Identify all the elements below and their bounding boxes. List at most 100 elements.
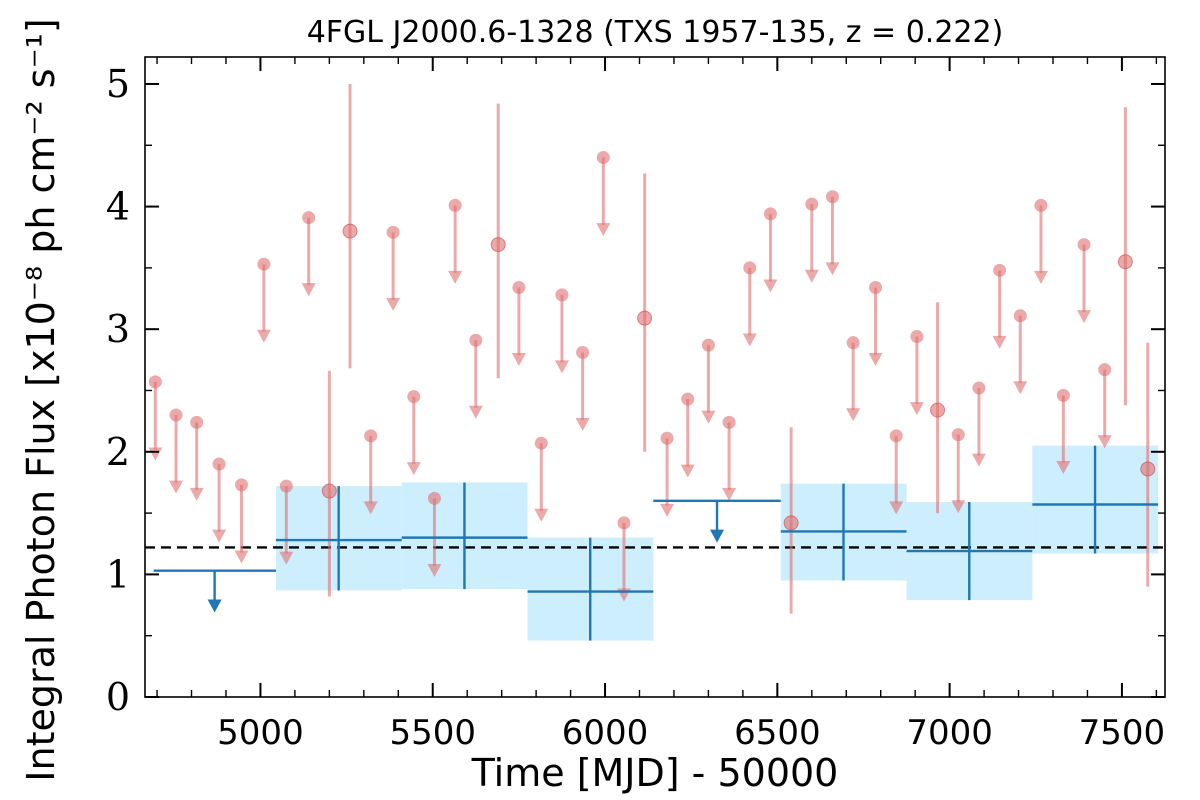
upper-limit-marker xyxy=(148,375,162,389)
upper-limit-marker xyxy=(169,408,183,422)
x-tick-label: 5000 xyxy=(217,713,304,753)
upper-limit-marker xyxy=(534,436,548,450)
upper-limit-arrow xyxy=(825,262,840,276)
upper-limit-marker xyxy=(617,516,631,530)
upper-limit-arrow xyxy=(448,270,463,284)
upper-limit-arrow xyxy=(660,503,675,517)
upper-limit-marker xyxy=(279,479,293,493)
upper-limit-arrow xyxy=(301,283,316,297)
short-bin-point xyxy=(490,237,506,253)
upper-limit-marker xyxy=(1098,363,1112,377)
short-bin-point xyxy=(637,310,653,326)
long-upper-limit-arrow xyxy=(710,529,725,543)
upper-limit-arrow xyxy=(889,501,904,515)
upper-limit-arrow xyxy=(406,462,421,476)
upper-limit-arrow xyxy=(363,501,378,515)
upper-limit-marker xyxy=(846,336,860,350)
upper-limit-arrow xyxy=(575,418,590,432)
x-tick-label: 7000 xyxy=(906,713,993,753)
upper-limit-marker xyxy=(555,288,569,302)
x-tick-label: 5500 xyxy=(389,713,476,753)
upper-limit-arrow xyxy=(511,353,526,367)
upper-limit-arrow xyxy=(701,410,716,424)
upper-limit-marker xyxy=(302,211,316,225)
upper-limit-marker xyxy=(512,280,526,294)
short-bin-point xyxy=(930,402,946,418)
upper-limit-marker xyxy=(469,333,483,347)
upper-limit-arrow xyxy=(763,279,778,293)
x-tick-label: 6000 xyxy=(562,713,649,753)
short-bin-point xyxy=(1140,461,1156,477)
upper-limit-marker xyxy=(805,197,819,211)
upper-limit-marker xyxy=(1013,309,1027,323)
upper-limit-arrow xyxy=(722,487,737,501)
upper-limit-arrow xyxy=(680,464,695,478)
upper-limit-marker xyxy=(681,392,695,406)
short-bin-point xyxy=(342,223,358,239)
upper-limit-arrow xyxy=(279,551,294,565)
upper-limit-marker xyxy=(993,263,1007,277)
upper-limit-marker xyxy=(234,478,248,492)
upper-limit-marker xyxy=(1077,238,1091,252)
upper-limit-arrow xyxy=(846,408,861,422)
short-bin-series xyxy=(148,83,1156,614)
upper-limit-marker xyxy=(386,225,400,239)
short-bin-point xyxy=(321,483,337,499)
upper-limit-arrow xyxy=(868,353,883,367)
y-tick-label: 1 xyxy=(106,552,130,596)
upper-limit-marker xyxy=(407,390,421,404)
upper-limit-arrow xyxy=(1097,435,1112,449)
upper-limit-arrow xyxy=(596,223,611,237)
upper-limit-arrow xyxy=(169,480,184,494)
upper-limit-arrow xyxy=(212,529,227,543)
plot-area xyxy=(145,83,1165,641)
y-tick-label: 3 xyxy=(106,307,130,351)
upper-limit-marker xyxy=(743,261,757,275)
long-bin-bands xyxy=(275,445,1159,641)
short-bin-point xyxy=(783,515,799,531)
x-axis-label: Time [MJD] - 50000 xyxy=(471,751,839,795)
upper-limit-marker xyxy=(596,151,610,165)
short-bin-point xyxy=(1117,254,1133,270)
upper-limit-arrow xyxy=(951,500,966,514)
upper-limit-arrow xyxy=(427,563,442,577)
upper-limit-marker xyxy=(722,415,736,429)
y-tick-labels: 0 1 2 3 4 5 xyxy=(106,62,130,719)
chart-title: 4FGL J2000.6-1328 (TXS 1957-135, z = 0.2… xyxy=(307,15,1004,50)
upper-limit-arrow xyxy=(468,405,483,419)
upper-limit-arrow xyxy=(909,402,924,416)
upper-limit-marker xyxy=(763,207,777,221)
upper-limit-marker xyxy=(701,338,715,352)
upper-limit-arrow xyxy=(554,360,569,374)
y-tick-label: 4 xyxy=(106,185,130,229)
upper-limit-marker xyxy=(364,429,378,443)
upper-limit-arrow xyxy=(1077,310,1092,324)
upper-limit-marker xyxy=(1056,388,1070,402)
upper-limit-arrow xyxy=(1033,270,1048,284)
upper-limit-marker xyxy=(889,429,903,443)
upper-limit-marker xyxy=(212,457,226,471)
x-tick-label: 7500 xyxy=(1079,713,1166,753)
y-tick-label: 0 xyxy=(106,675,130,719)
upper-limit-marker xyxy=(576,345,590,359)
long-upper-limit-arrow xyxy=(207,599,222,613)
upper-limit-arrow xyxy=(742,333,757,347)
upper-limit-marker xyxy=(190,415,204,429)
upper-limit-arrow xyxy=(971,453,986,467)
plot-frame xyxy=(144,56,1166,698)
upper-limit-arrow xyxy=(1013,381,1028,395)
upper-limit-arrow xyxy=(189,487,204,501)
upper-limit-marker xyxy=(972,381,986,395)
upper-limit-arrow xyxy=(234,550,249,564)
upper-limit-arrow xyxy=(148,447,163,461)
upper-limit-marker xyxy=(448,198,462,212)
upper-limit-arrow xyxy=(1056,460,1071,474)
upper-limit-marker xyxy=(910,330,924,344)
upper-limit-marker xyxy=(427,491,441,505)
x-tick-labels: 5000 5500 6000 6500 7000 7500 xyxy=(217,713,1165,753)
y-axis-label: Integral Photon Flux [x10⁻⁸ ph cm⁻² s⁻¹] xyxy=(19,18,63,781)
upper-limit-arrow xyxy=(534,508,549,522)
upper-limit-marker xyxy=(660,431,674,445)
upper-limit-marker xyxy=(825,190,839,204)
